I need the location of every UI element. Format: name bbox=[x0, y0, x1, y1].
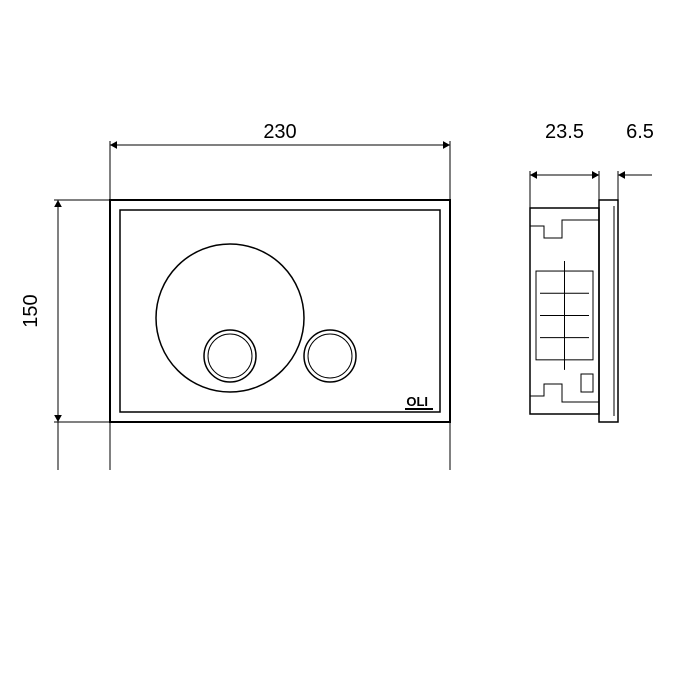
front-view: OLI bbox=[110, 200, 450, 422]
side-view bbox=[530, 200, 618, 422]
flush-button-small-inner bbox=[308, 334, 352, 378]
flush-button-small bbox=[304, 330, 356, 382]
flush-button-large bbox=[204, 330, 256, 382]
svg-text:150: 150 bbox=[20, 294, 42, 327]
flush-button-large-inner bbox=[208, 334, 252, 378]
ring-outline bbox=[156, 244, 304, 392]
svg-text:230: 230 bbox=[263, 121, 296, 143]
svg-text:23.5: 23.5 bbox=[545, 121, 584, 143]
plate-outer bbox=[110, 200, 450, 422]
svg-text:6.5: 6.5 bbox=[626, 121, 654, 143]
plate-inner bbox=[120, 210, 440, 412]
brand-logo: OLI bbox=[406, 394, 428, 409]
side-faceplate bbox=[599, 200, 618, 422]
